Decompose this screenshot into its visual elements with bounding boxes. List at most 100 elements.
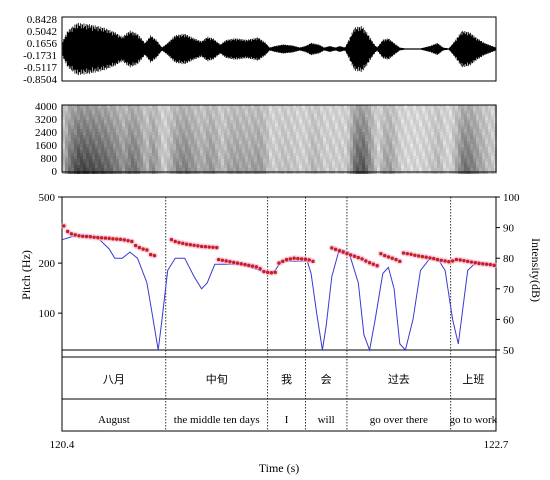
spectrogram-cell [98, 156, 101, 159]
spectrogram-cell [296, 123, 299, 126]
spectrogram-cell [128, 168, 131, 171]
spectrogram-cell [341, 159, 344, 162]
spectrogram-cell [179, 111, 182, 114]
x-tick-start: 120.4 [50, 439, 75, 451]
spectrogram-cell [404, 165, 407, 168]
spectrogram-cell [149, 153, 152, 156]
spectrogram-cell [131, 117, 134, 120]
spectrogram-cell [320, 120, 323, 123]
spectrogram-cell [374, 108, 377, 111]
spectrogram-cell [197, 168, 200, 171]
spectrogram-cell [446, 129, 449, 132]
spectrogram-cell [437, 159, 440, 162]
spectrogram-cell [143, 111, 146, 114]
spectrogram-cell [440, 111, 443, 114]
spectrogram-cell [119, 123, 122, 126]
spectrogram-cell [392, 153, 395, 156]
spectrogram-cell [455, 105, 458, 108]
spectrogram-cell [392, 129, 395, 132]
spectrogram-cell [107, 153, 110, 156]
spectrogram-cell [452, 153, 455, 156]
spectrogram-cell [353, 162, 356, 165]
spectrogram-cell [401, 120, 404, 123]
spectrogram-cell [242, 120, 245, 123]
spectrogram-cell [338, 120, 341, 123]
spectrogram-cell [131, 144, 134, 147]
spectrogram-cell [98, 153, 101, 156]
spectrogram-cell [218, 111, 221, 114]
spectrogram-cell [170, 153, 173, 156]
spectrogram-cell [338, 105, 341, 108]
spectrogram-cell [104, 108, 107, 111]
spectrogram-cell [455, 159, 458, 162]
spectrogram-cell [383, 105, 386, 108]
spectrogram-cell [104, 135, 107, 138]
spectrogram-cell [269, 162, 272, 165]
spectrogram-cell [485, 156, 488, 159]
spectrogram-cell [368, 108, 371, 111]
spectrogram-cell [281, 168, 284, 171]
spectrogram-cell [89, 123, 92, 126]
spectrogram-cell [470, 132, 473, 135]
spectrogram-cell [89, 135, 92, 138]
pitch-point [458, 258, 462, 262]
spectrogram-cell [254, 117, 257, 120]
spectrogram-cell [428, 108, 431, 111]
spectrogram-cell [281, 165, 284, 168]
spectrogram-cell [74, 108, 77, 111]
spectrogram-cell [407, 135, 410, 138]
spectrogram-cell [140, 153, 143, 156]
spectrogram-cell [278, 150, 281, 153]
spectrogram-cell [149, 162, 152, 165]
spectrogram-cell [455, 150, 458, 153]
spectrogram-cell [269, 117, 272, 120]
spectrogram-cell [251, 159, 254, 162]
spectrogram-cell [224, 114, 227, 117]
waveform-signal [62, 23, 496, 75]
spectrogram-cell [215, 162, 218, 165]
spectrogram-cell [362, 105, 365, 108]
spectrogram-cell [245, 123, 248, 126]
spectrogram-cell [404, 147, 407, 150]
spectrogram-cell [383, 111, 386, 114]
spectrogram-cell [95, 159, 98, 162]
spectrogram-cell [116, 120, 119, 123]
spectrogram-cell [356, 126, 359, 129]
spectrogram-cell [203, 156, 206, 159]
spectrogram-cell [221, 159, 224, 162]
pitch-point [492, 263, 496, 268]
spectrogram-cell [470, 159, 473, 162]
spectrogram-cell [284, 105, 287, 108]
spectrogram-cell [434, 108, 437, 111]
spectrogram-cell [278, 159, 281, 162]
spectrogram-cell [476, 144, 479, 147]
spectrogram-cell [206, 159, 209, 162]
spectrogram-cell [80, 147, 83, 150]
spectrogram-cell [479, 138, 482, 141]
spectrogram-cell [446, 117, 449, 120]
pitch-point [235, 261, 240, 265]
segment-gloss-1: the middle ten days [174, 414, 260, 426]
spectrogram-cell [140, 120, 143, 123]
spectrogram-cell [179, 123, 182, 126]
spectrogram-cell [119, 153, 122, 156]
spectrogram-cell [158, 126, 161, 129]
spectrogram-cell [464, 123, 467, 126]
spectrogram-cell [374, 111, 377, 114]
spectrogram-cell [281, 126, 284, 129]
spectrogram-cell [161, 120, 164, 123]
spectrogram-cell [335, 108, 338, 111]
spectrogram-cell [137, 165, 140, 168]
spectrogram-cell [224, 120, 227, 123]
spectrogram-cell [323, 147, 326, 150]
pitch-panel-frame [61, 196, 497, 432]
spectrogram-cell [215, 150, 218, 153]
spectrogram-cell [383, 165, 386, 168]
spectrogram-cell [173, 150, 176, 153]
spectrogram-cell [443, 159, 446, 162]
spectrogram-cell [206, 150, 209, 153]
spectrogram-cell [482, 156, 485, 159]
spectrogram-cell [374, 147, 377, 150]
spectrogram-cell [254, 114, 257, 117]
spectrogram-cell [197, 105, 200, 108]
